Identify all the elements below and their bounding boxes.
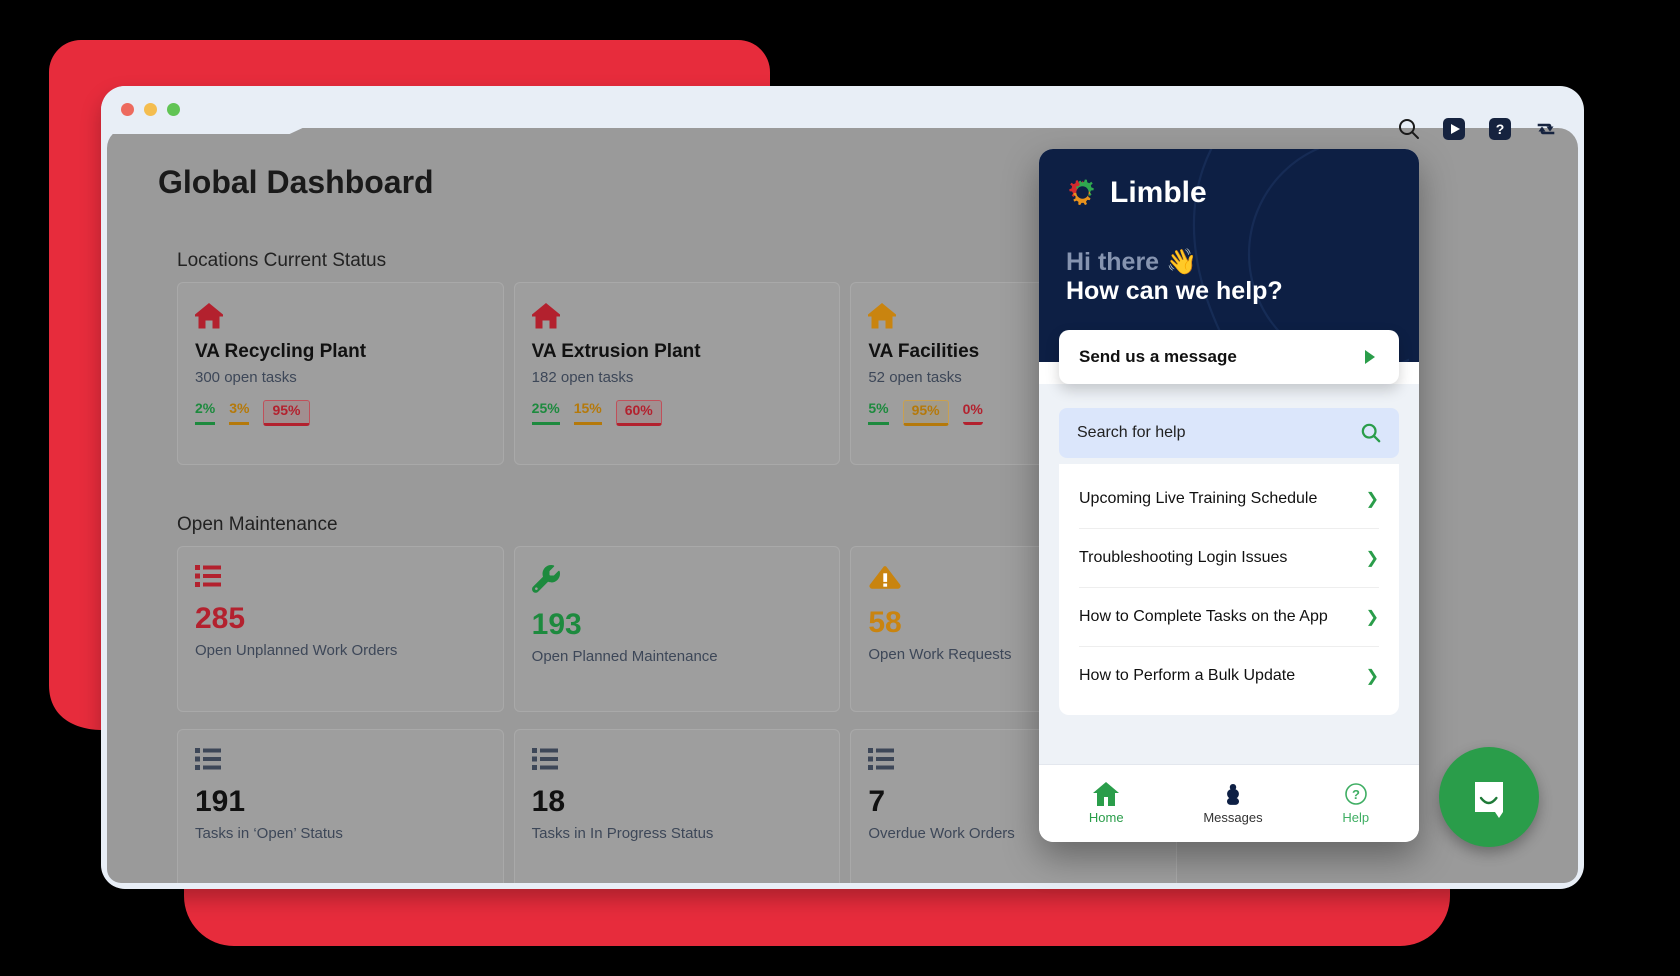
svg-text:?: ? xyxy=(1496,121,1505,137)
svg-text:?: ? xyxy=(1352,787,1360,802)
